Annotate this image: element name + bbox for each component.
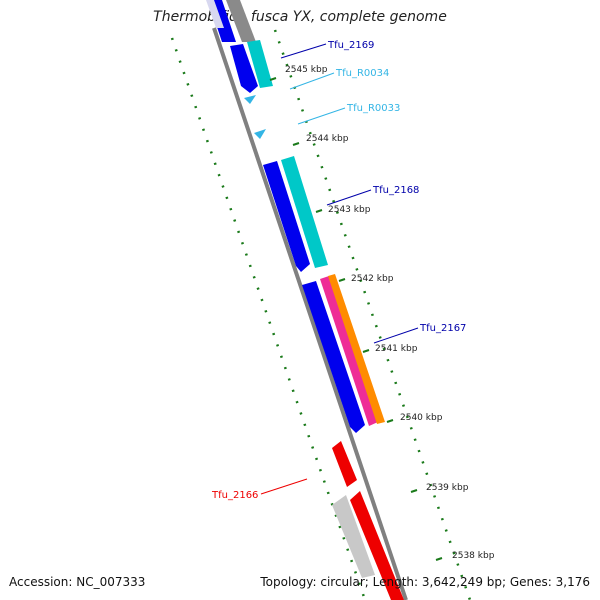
tick-label-2545: 2545 kbp: [285, 65, 328, 75]
leader-tfu-r0034: [289, 72, 335, 90]
gene-tfu-2166: [332, 441, 357, 487]
genome-backbone: [212, 27, 408, 600]
feature-top-lightgray: [206, 0, 224, 28]
label-tfu-r0034: Tfu_R0034: [335, 68, 389, 79]
gene-tfu-r0034: [244, 95, 256, 104]
tick-label-2541: 2541 kbp: [375, 344, 418, 354]
tick-label-2544: 2544 kbp: [306, 134, 349, 144]
leader-tfu-2168: [326, 189, 372, 206]
tick-marks: [269, 77, 443, 561]
leader-tfu-2167: [373, 327, 419, 344]
label-tfu-2169: Tfu_2169: [327, 40, 374, 51]
label-tfu-2166: Tfu_2166: [211, 490, 258, 501]
leader-tfu-2166: [260, 478, 308, 495]
tick-label-2539: 2539 kbp: [426, 483, 469, 493]
gene-tfu-2168: [263, 161, 310, 272]
accession-text: Accession: NC_007333: [9, 575, 146, 589]
gene-tfu-2169: [230, 44, 258, 93]
gene-tfu-2168-cyan: [281, 156, 328, 268]
outer-ring-dots: [273, 29, 472, 600]
label-tfu-2168: Tfu_2168: [372, 185, 419, 196]
gene-tfu-2169-cyan: [247, 40, 273, 88]
feature-top-gray: [226, 0, 256, 42]
gene-tfu-2167: [302, 281, 365, 433]
tick-label-2543: 2543 kbp: [328, 205, 371, 215]
genome-summary: Topology: circular; Length: 3,642,249 bp…: [260, 575, 590, 589]
gene-tfu-2167-magenta: [320, 276, 378, 426]
gene-tfu-2167-orange: [328, 274, 385, 424]
tick-label-2538: 2538 kbp: [452, 551, 495, 561]
gene-red-lower: [350, 491, 404, 600]
gene-tfu-r0033: [254, 129, 266, 139]
leader-tfu-r0033: [297, 107, 346, 125]
leader-tfu-2169: [280, 43, 327, 59]
tick-label-2542: 2542 kbp: [351, 274, 394, 284]
label-tfu-r0033: Tfu_R0033: [346, 103, 400, 114]
tick-label-2540: 2540 kbp: [400, 413, 443, 423]
gene-gray-lower: [332, 495, 375, 578]
label-tfu-2167: Tfu_2167: [419, 323, 466, 334]
